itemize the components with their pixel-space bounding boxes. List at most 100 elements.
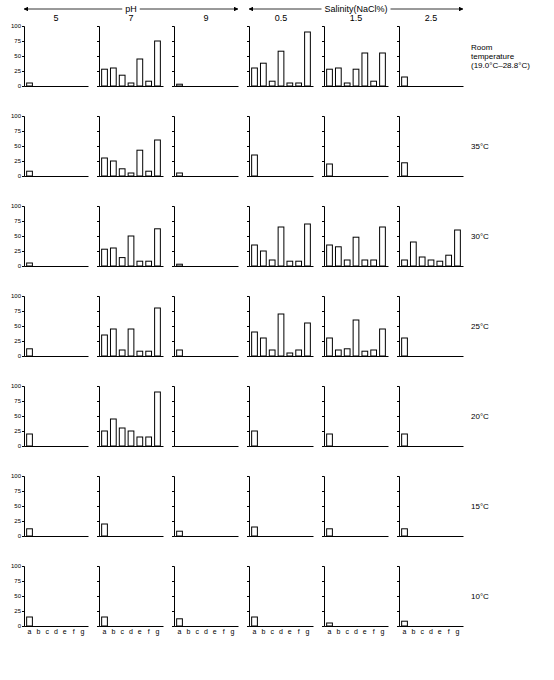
column-label: 5 [53, 13, 58, 23]
y-tick: 25 [14, 608, 24, 614]
bars [27, 171, 33, 176]
bar [410, 536, 416, 537]
y-axis-line [97, 117, 100, 177]
x-axis-line [175, 536, 239, 537]
x-tick: c [120, 628, 124, 635]
y-tick-mark [22, 581, 24, 582]
y-axis [172, 27, 175, 87]
bar [353, 237, 359, 266]
x-axis [100, 356, 164, 357]
y-tick-mark [397, 131, 399, 132]
y-tick-mark [397, 491, 399, 492]
y-axis [172, 387, 175, 447]
y-tick-mark [397, 221, 399, 222]
y-tick [172, 566, 174, 567]
y-tick [172, 26, 174, 27]
bar [137, 150, 143, 176]
y-tick-mark [247, 356, 249, 357]
x-axis [175, 266, 239, 267]
y-axis-line [97, 207, 100, 267]
bar [221, 86, 227, 87]
y-tick-mark [247, 41, 249, 42]
y-tick [322, 206, 324, 207]
bar [344, 176, 350, 177]
y-tick [247, 266, 249, 267]
y-tick [397, 536, 399, 537]
x-tick: a [403, 628, 407, 635]
y-tick [97, 416, 99, 417]
bar [177, 531, 183, 536]
bar [146, 351, 152, 356]
row-label: 20°C [471, 412, 489, 421]
y-tick [172, 401, 174, 402]
y-tick-mark [247, 566, 249, 567]
x-tick: d [279, 628, 283, 635]
y-axis: 0255075100 [11, 113, 25, 179]
y-axis [322, 297, 325, 357]
y-tick-mark [397, 566, 399, 567]
bar [44, 266, 50, 267]
y-tick [172, 131, 174, 132]
x-axis-line [100, 356, 164, 357]
y-tick [247, 26, 249, 27]
y-tick [172, 596, 174, 597]
x-tick-label: a [28, 628, 32, 635]
bars [102, 617, 108, 626]
y-tick: 50 [14, 323, 24, 329]
bar [327, 245, 333, 266]
row-label-line: 15°C [471, 502, 489, 511]
bar [62, 536, 68, 537]
x-tick: f [373, 628, 375, 635]
bar [185, 266, 191, 267]
x-tick-label: e [288, 628, 292, 635]
bar [278, 227, 284, 266]
y-tick-mark [247, 236, 249, 237]
bar [71, 536, 77, 537]
y-axis [97, 27, 100, 87]
x-axis [400, 266, 464, 267]
column-label: 1.5 [350, 13, 363, 23]
y-tick-mark [322, 491, 324, 492]
y-tick [97, 521, 99, 522]
y-tick-mark [22, 41, 24, 42]
bar [305, 224, 311, 266]
bar [402, 77, 408, 86]
y-tick-mark [97, 626, 99, 627]
x-tick-label: b [411, 628, 415, 635]
y-tick [172, 626, 174, 627]
bar [27, 434, 33, 446]
x-tick-label: f [223, 628, 225, 635]
y-tick-mark [397, 356, 399, 357]
x-axis [175, 86, 239, 87]
bar [362, 53, 368, 86]
panel [397, 477, 464, 537]
x-tick-label: d [279, 628, 283, 635]
y-tick [172, 356, 174, 357]
x-axis [250, 356, 314, 357]
bars [327, 529, 333, 536]
y-tick-mark [172, 506, 174, 507]
x-axis-line [100, 626, 164, 627]
group-arrow [249, 9, 321, 10]
x-axis-line [100, 536, 164, 537]
bar [44, 446, 50, 447]
row-label-line: 10°C [471, 592, 489, 601]
y-tick-mark [247, 26, 249, 27]
y-tick [397, 491, 399, 492]
y-tick: 0 [18, 173, 24, 179]
y-tick [322, 26, 324, 27]
bar [362, 176, 368, 177]
bar [344, 260, 350, 266]
bar [371, 446, 377, 447]
bar [455, 230, 461, 266]
bar [287, 261, 293, 266]
y-axis-line [247, 567, 250, 627]
y-tick-mark [247, 296, 249, 297]
y-tick-mark [397, 536, 399, 537]
bar [119, 75, 125, 86]
x-axis-line [250, 626, 314, 627]
y-tick-mark [172, 326, 174, 327]
bar [278, 626, 284, 627]
bar [437, 626, 443, 627]
bars [177, 619, 183, 626]
